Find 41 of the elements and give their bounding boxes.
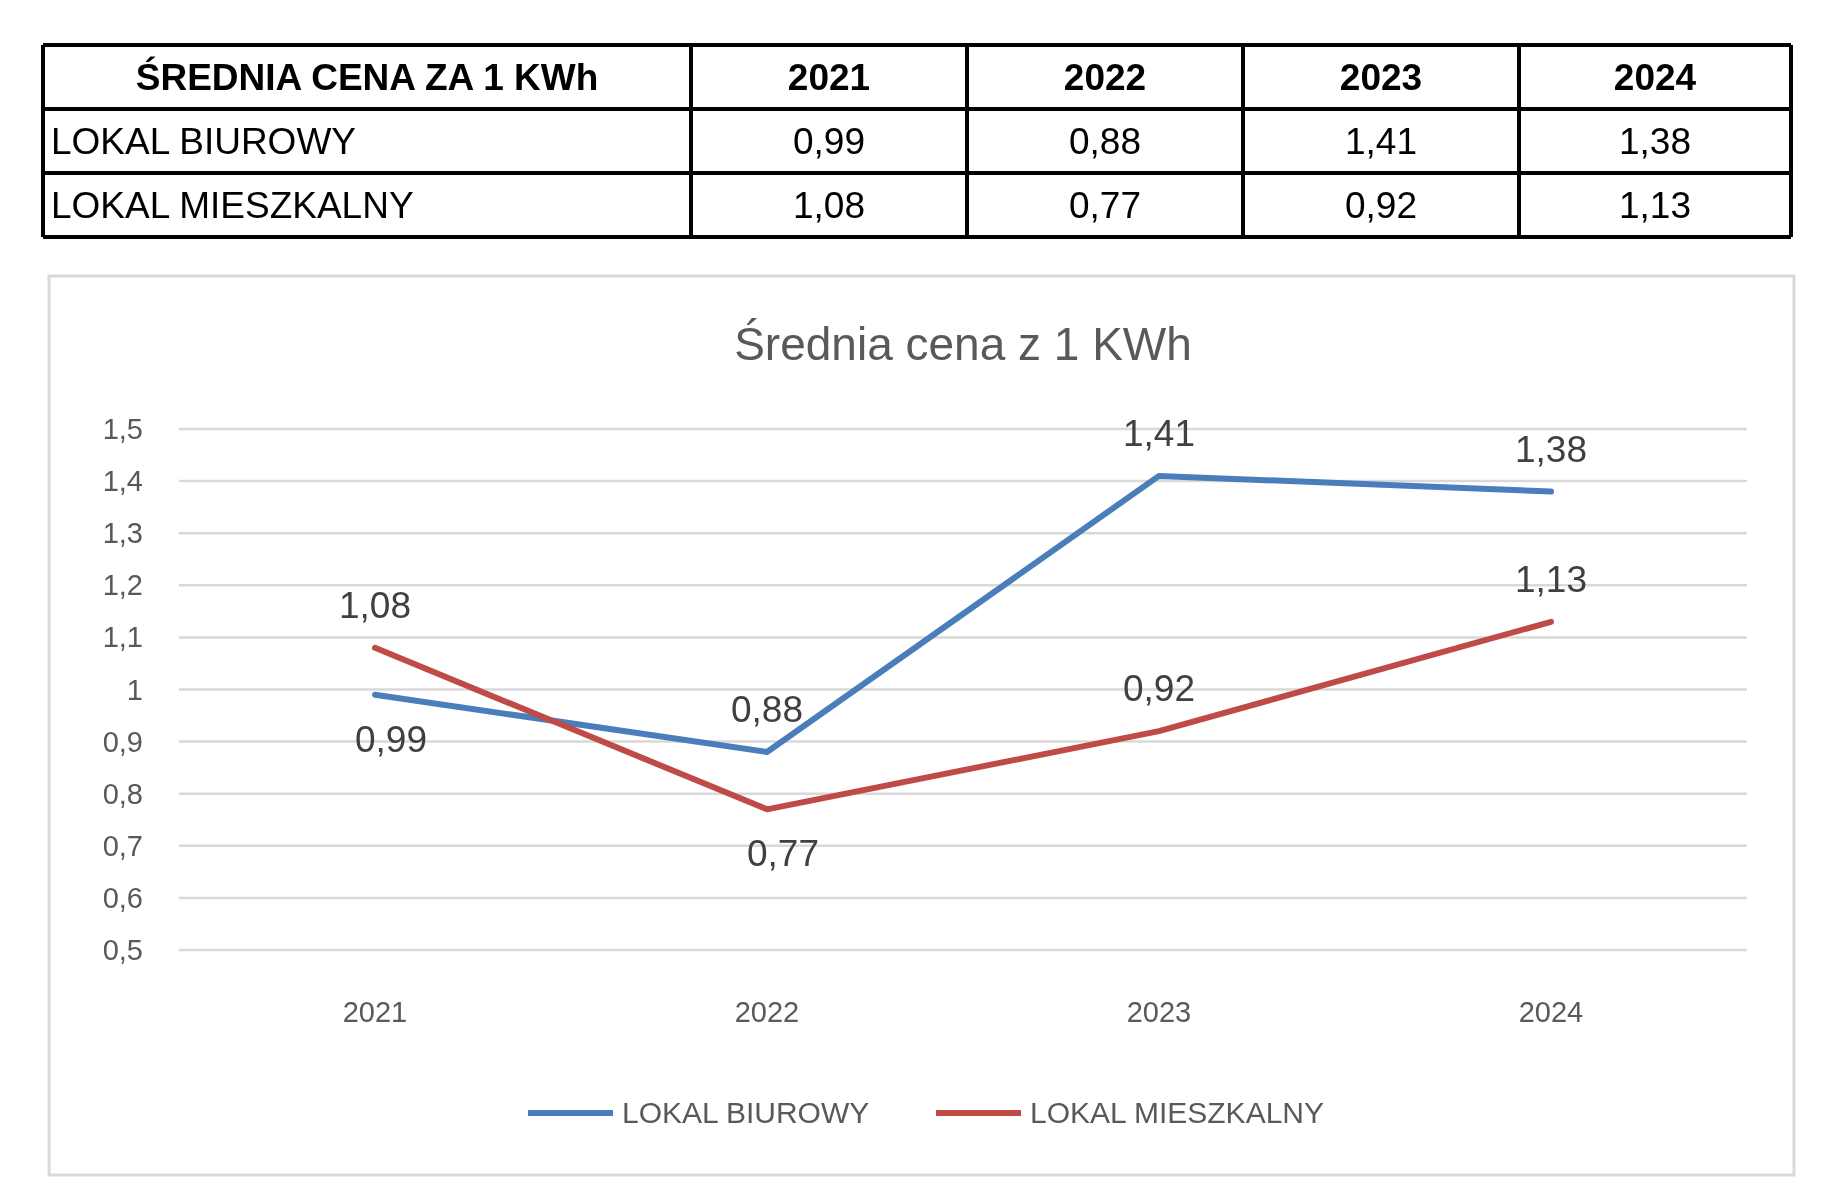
chart-title: Średnia cena z 1 KWh bbox=[734, 318, 1192, 370]
y-tick-label: 1,3 bbox=[102, 517, 143, 550]
category-label: 2024 bbox=[1613, 57, 1697, 98]
category-label: 2022 bbox=[1063, 57, 1147, 98]
y-tick-label: 0,5 bbox=[102, 934, 143, 966]
y-tick-label: 1 bbox=[126, 673, 143, 706]
y-tick-label: 1,2 bbox=[102, 569, 143, 602]
y-tick-label: 1,4 bbox=[102, 465, 143, 498]
x-tick-label: 2024 bbox=[1518, 996, 1584, 1028]
x-tick-label: 2022 bbox=[734, 996, 800, 1028]
data-label: 0,77 bbox=[746, 833, 820, 875]
text: 0,77 bbox=[1068, 185, 1142, 226]
data-label: 1,38 bbox=[1514, 428, 1588, 470]
legend-label: LOKAL BIUROWY bbox=[622, 1096, 870, 1129]
x-tick-label: 2021 bbox=[342, 996, 408, 1028]
text: LOKAL BIUROWY bbox=[51, 121, 356, 162]
data-label: 0,99 bbox=[354, 718, 428, 760]
category-label: 2021 bbox=[787, 57, 871, 98]
category-label: 2023 bbox=[1339, 57, 1423, 98]
text: 1,13 bbox=[1618, 185, 1692, 226]
text: 1,41 bbox=[1344, 121, 1418, 162]
x-tick-label: 2023 bbox=[1126, 996, 1192, 1028]
y-tick-label: 0,7 bbox=[102, 829, 143, 862]
data-label: 0,88 bbox=[730, 689, 804, 731]
text: 0,92 bbox=[1344, 185, 1418, 226]
y-tick-label: 0,9 bbox=[102, 725, 143, 758]
text: 0,99 bbox=[792, 121, 866, 162]
data-label: 1,13 bbox=[1514, 558, 1588, 600]
data-label: 1,41 bbox=[1122, 412, 1196, 454]
y-tick-label: 0,6 bbox=[102, 881, 143, 914]
y-tick-label: 1,1 bbox=[102, 621, 143, 654]
y-tick-label: 0,8 bbox=[102, 777, 143, 810]
text: 1,38 bbox=[1618, 121, 1692, 162]
text: LOKAL MIESZKALNY bbox=[51, 185, 414, 226]
text: 0,88 bbox=[1068, 121, 1142, 162]
data-label: 1,08 bbox=[338, 584, 412, 626]
data-label: 0,92 bbox=[1122, 668, 1196, 710]
legend-label: LOKAL MIESZKALNY bbox=[1030, 1096, 1324, 1129]
y-tick-label: 1,5 bbox=[102, 413, 143, 445]
text: ŚREDNIA CENA ZA 1 KWh bbox=[135, 56, 599, 98]
text: 1,08 bbox=[792, 185, 866, 226]
